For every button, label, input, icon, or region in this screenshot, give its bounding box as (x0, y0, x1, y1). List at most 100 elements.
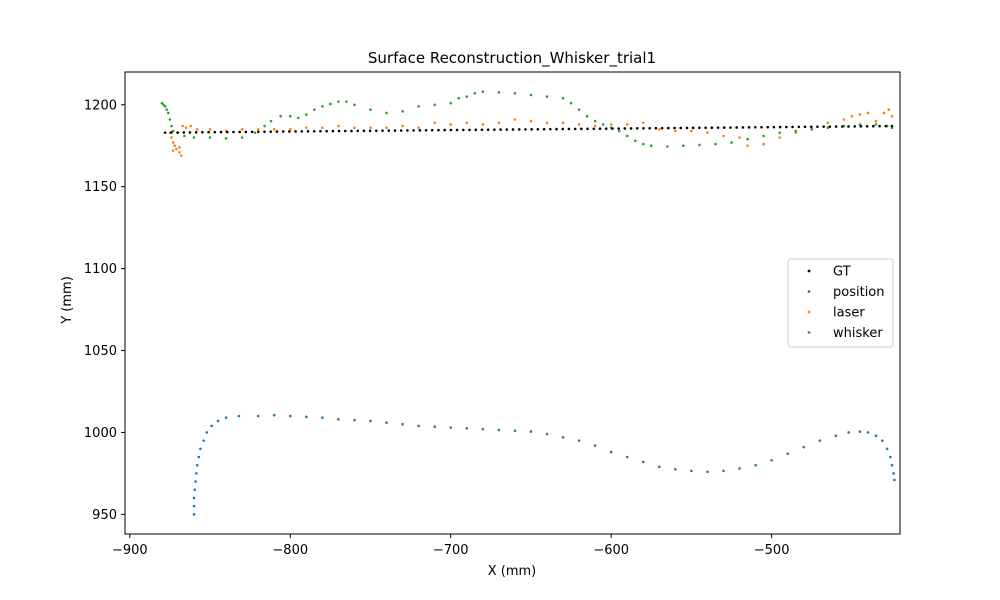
data-point-GT (437, 128, 440, 132)
data-point-whisker (585, 114, 589, 118)
data-point-GT (331, 129, 335, 133)
data-point-laser (417, 126, 420, 129)
data-point-GT (362, 129, 366, 133)
data-point-GT (300, 130, 304, 133)
data-point-GT (350, 129, 353, 133)
data-point-position (305, 415, 308, 419)
data-point-position (195, 463, 199, 467)
data-point-position (272, 413, 276, 417)
data-point-GT (232, 130, 235, 134)
data-point-GT (791, 125, 794, 129)
data-point-whisker (794, 129, 797, 133)
data-point-GT (561, 127, 565, 131)
data-point-position (237, 414, 241, 418)
data-point-whisker (593, 119, 597, 123)
data-point-whisker (171, 129, 175, 133)
data-point-whisker (513, 92, 517, 95)
data-point-whisker (321, 105, 324, 108)
data-point-GT (691, 126, 695, 130)
data-point-position (385, 421, 388, 424)
data-point-whisker (401, 110, 404, 113)
data-point-GT (443, 128, 446, 132)
data-point-GT (840, 125, 844, 128)
data-point-position (722, 469, 725, 473)
data-point-whisker (417, 105, 420, 108)
legend-marker (807, 269, 811, 273)
data-point-laser (641, 121, 645, 125)
series-laser (168, 108, 894, 157)
data-point-GT (399, 129, 403, 132)
data-point-GT (847, 125, 850, 128)
data-point-whisker (449, 101, 453, 105)
data-point-laser (625, 123, 629, 126)
data-point-whisker (183, 134, 186, 138)
data-point-laser (173, 144, 177, 148)
data-point-whisker (778, 131, 781, 134)
data-point-GT (430, 128, 434, 132)
data-point-laser (706, 131, 709, 134)
data-point-whisker (433, 103, 436, 107)
data-point-GT (176, 131, 179, 134)
data-point-GT (294, 130, 297, 133)
data-point-laser (545, 121, 549, 125)
data-point-whisker (240, 136, 244, 139)
data-point-position (577, 439, 581, 442)
data-point-GT (617, 127, 620, 130)
data-point-whisker (714, 142, 717, 146)
data-point-GT (822, 125, 825, 128)
data-point-GT (480, 128, 484, 132)
data-point-position (818, 439, 822, 442)
data-point-GT (225, 130, 229, 134)
data-point-GT (263, 130, 266, 134)
data-point-position (202, 439, 205, 442)
data-point-GT (878, 124, 881, 128)
data-point-GT (567, 127, 571, 131)
data-point-GT (269, 130, 273, 133)
data-point-GT (418, 129, 422, 132)
data-point-GT (219, 130, 223, 134)
data-point-position (449, 426, 453, 429)
data-point-whisker (633, 139, 637, 143)
data-point-GT (890, 124, 894, 128)
series-whisker (160, 90, 894, 148)
data-point-laser (171, 149, 175, 152)
data-point-GT (381, 129, 384, 132)
data-point-GT (281, 130, 285, 133)
x-tick-label: −800 (272, 543, 308, 558)
chart-title: Surface Reconstruction_Whisker_trial1 (368, 49, 656, 68)
data-point-position (881, 439, 884, 442)
data-point-laser (874, 119, 878, 123)
data-point-position (288, 414, 292, 418)
data-point-laser (593, 124, 597, 128)
data-point-whisker (826, 126, 830, 129)
data-point-whisker (457, 96, 461, 100)
data-point-laser (890, 114, 894, 118)
data-point-GT (735, 126, 738, 129)
data-point-laser (385, 126, 388, 129)
x-tick-label: −600 (593, 543, 629, 558)
data-point-laser (690, 129, 693, 133)
data-point-GT (747, 126, 751, 129)
data-point-position (690, 469, 693, 473)
x-tick-label: −900 (112, 543, 148, 558)
data-point-laser (175, 147, 178, 151)
y-axis-title: Y (mm) (60, 276, 75, 325)
data-point-position (561, 436, 565, 439)
y-tick-label: 1050 (84, 344, 117, 359)
legend-box (787, 258, 894, 348)
data-point-GT (170, 131, 173, 134)
data-point-whisker (224, 137, 228, 140)
data-point-GT (325, 129, 328, 133)
data-point-GT (679, 126, 683, 130)
data-point-whisker (682, 144, 685, 148)
data-point-whisker (168, 118, 172, 121)
data-point-position (321, 416, 324, 419)
data-point-laser (208, 128, 212, 131)
y-tick-label: 1000 (84, 426, 117, 441)
data-point-whisker (329, 102, 332, 106)
legend-item-laser: laser (807, 306, 865, 321)
data-point-GT (754, 126, 757, 129)
legend-marker (807, 290, 811, 293)
data-point-GT (244, 130, 248, 134)
